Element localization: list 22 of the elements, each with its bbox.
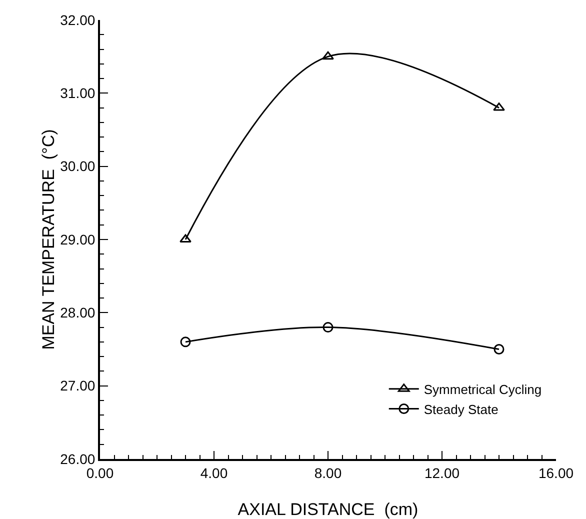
x-tick-label: 8.00 xyxy=(314,464,342,481)
x-tick-label: 4.00 xyxy=(200,464,228,481)
point xyxy=(180,234,192,242)
y-tick-label: 28.00 xyxy=(60,304,96,321)
y-tick-label: 26.00 xyxy=(60,450,96,467)
x-tick-label: 0.00 xyxy=(86,464,114,481)
legend-label: Steady State xyxy=(424,402,498,417)
x-tick-label: 12.00 xyxy=(424,464,460,481)
y-tick-label: 31.00 xyxy=(60,85,96,102)
point xyxy=(493,102,505,111)
point xyxy=(322,51,334,60)
point xyxy=(322,322,334,333)
y-tick-label: 29.00 xyxy=(60,231,96,248)
y-axis-title: MEAN TEMPERATURE (°C) xyxy=(39,129,58,350)
point xyxy=(180,336,191,348)
x-axis-title: AXIAL DISTANCE (cm) xyxy=(238,500,418,519)
point xyxy=(494,344,504,354)
y-tick-label: 32.00 xyxy=(60,12,96,28)
legend-label: Symmetrical Cycling xyxy=(424,382,542,397)
y-tick-label: 27.00 xyxy=(60,378,96,394)
x-tick-label: 16.00 xyxy=(538,464,574,481)
y-tick-label: 30.00 xyxy=(60,158,96,174)
